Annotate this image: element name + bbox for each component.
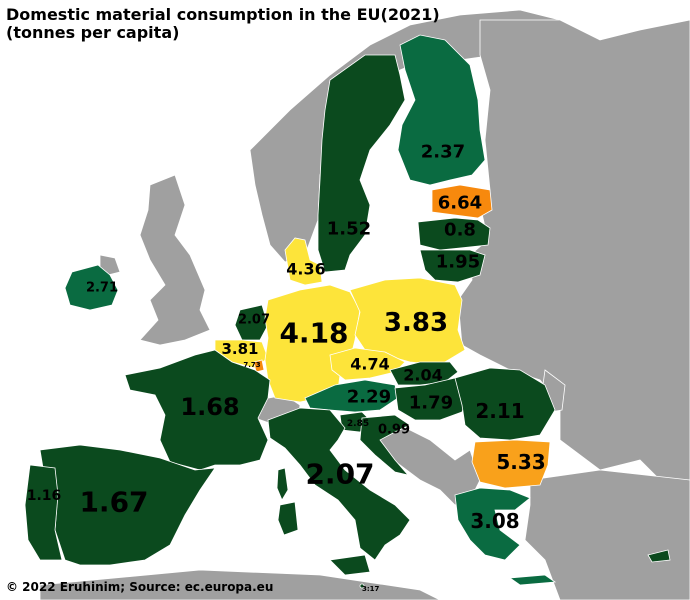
luxembourg-shape (253, 359, 265, 373)
northern-ireland-shape (99, 254, 121, 276)
croatia-shape (359, 414, 411, 476)
north-africa-shape (39, 569, 441, 600)
latvia-shape (417, 217, 491, 251)
bulgaria-shape (471, 439, 551, 489)
finland-shape (397, 34, 486, 186)
great-britain-shape (139, 174, 211, 346)
label-finland: 2.37 (421, 142, 465, 163)
portugal-shape (24, 464, 63, 561)
france-shape (124, 349, 271, 471)
label-latvia: 0.8 (444, 220, 476, 241)
romania-shape (454, 367, 556, 441)
non-eu-land (39, 9, 690, 600)
slovakia-shape (389, 361, 459, 386)
label-slovakia: 2.04 (403, 366, 442, 385)
turkey-shape (524, 469, 690, 600)
label-netherlands: 2.07 (238, 313, 270, 328)
label-germany: 4.18 (279, 317, 348, 350)
italy-shape (267, 407, 411, 561)
label-greece: 3.08 (470, 509, 519, 533)
label-austria: 2.29 (347, 387, 391, 408)
sicily-shape (329, 554, 371, 576)
malta-shape (359, 583, 365, 589)
scale-label: 3:17 (362, 585, 380, 593)
label-lithuania: 1.95 (436, 252, 480, 273)
map-title: Domestic material consumption in the EU(… (6, 5, 440, 24)
poland-shape (349, 277, 466, 366)
crete-shape (508, 574, 557, 586)
netherlands-shape (234, 304, 269, 341)
label-france: 1.68 (180, 393, 239, 421)
cyprus-shape (647, 549, 671, 563)
label-ireland: 2.71 (86, 281, 118, 296)
label-poland: 3.83 (384, 308, 448, 338)
greece-shape (454, 487, 531, 561)
value-labels: 2.37 6.64 1.52 0.8 1.95 4.36 2.71 2.07 4… (27, 142, 546, 534)
label-belgium: 3.81 (221, 340, 258, 358)
lithuania-shape (419, 249, 486, 283)
corsica-shape (276, 467, 289, 501)
label-czechia: 4.74 (350, 355, 389, 374)
label-spain: 1.67 (79, 486, 148, 519)
sardinia-shape (277, 501, 299, 536)
label-romania: 2.11 (475, 399, 524, 423)
label-luxembourg: 7.73 (243, 361, 260, 369)
label-croatia: 0.99 (378, 423, 410, 438)
sweden-shape (317, 54, 406, 273)
label-italy: 2.07 (305, 458, 374, 491)
hungary-shape (394, 377, 471, 421)
denmark-shape (284, 237, 323, 286)
eu-countries (24, 34, 671, 589)
label-bulgaria: 5.33 (496, 450, 545, 474)
ireland-shape (64, 264, 119, 311)
label-estonia: 6.64 (438, 193, 482, 214)
label-slovenia: 2.85 (347, 419, 369, 429)
label-portugal: 1.16 (27, 488, 62, 504)
source-credit: © 2022 Eruhinim; Source: ec.europa.eu (6, 580, 274, 594)
estonia-shape (431, 184, 493, 219)
label-sweden: 1.52 (327, 219, 371, 240)
map-subtitle: (tonnes per capita) (6, 23, 180, 42)
label-denmark: 4.36 (286, 260, 325, 279)
label-hungary: 1.79 (409, 393, 453, 414)
